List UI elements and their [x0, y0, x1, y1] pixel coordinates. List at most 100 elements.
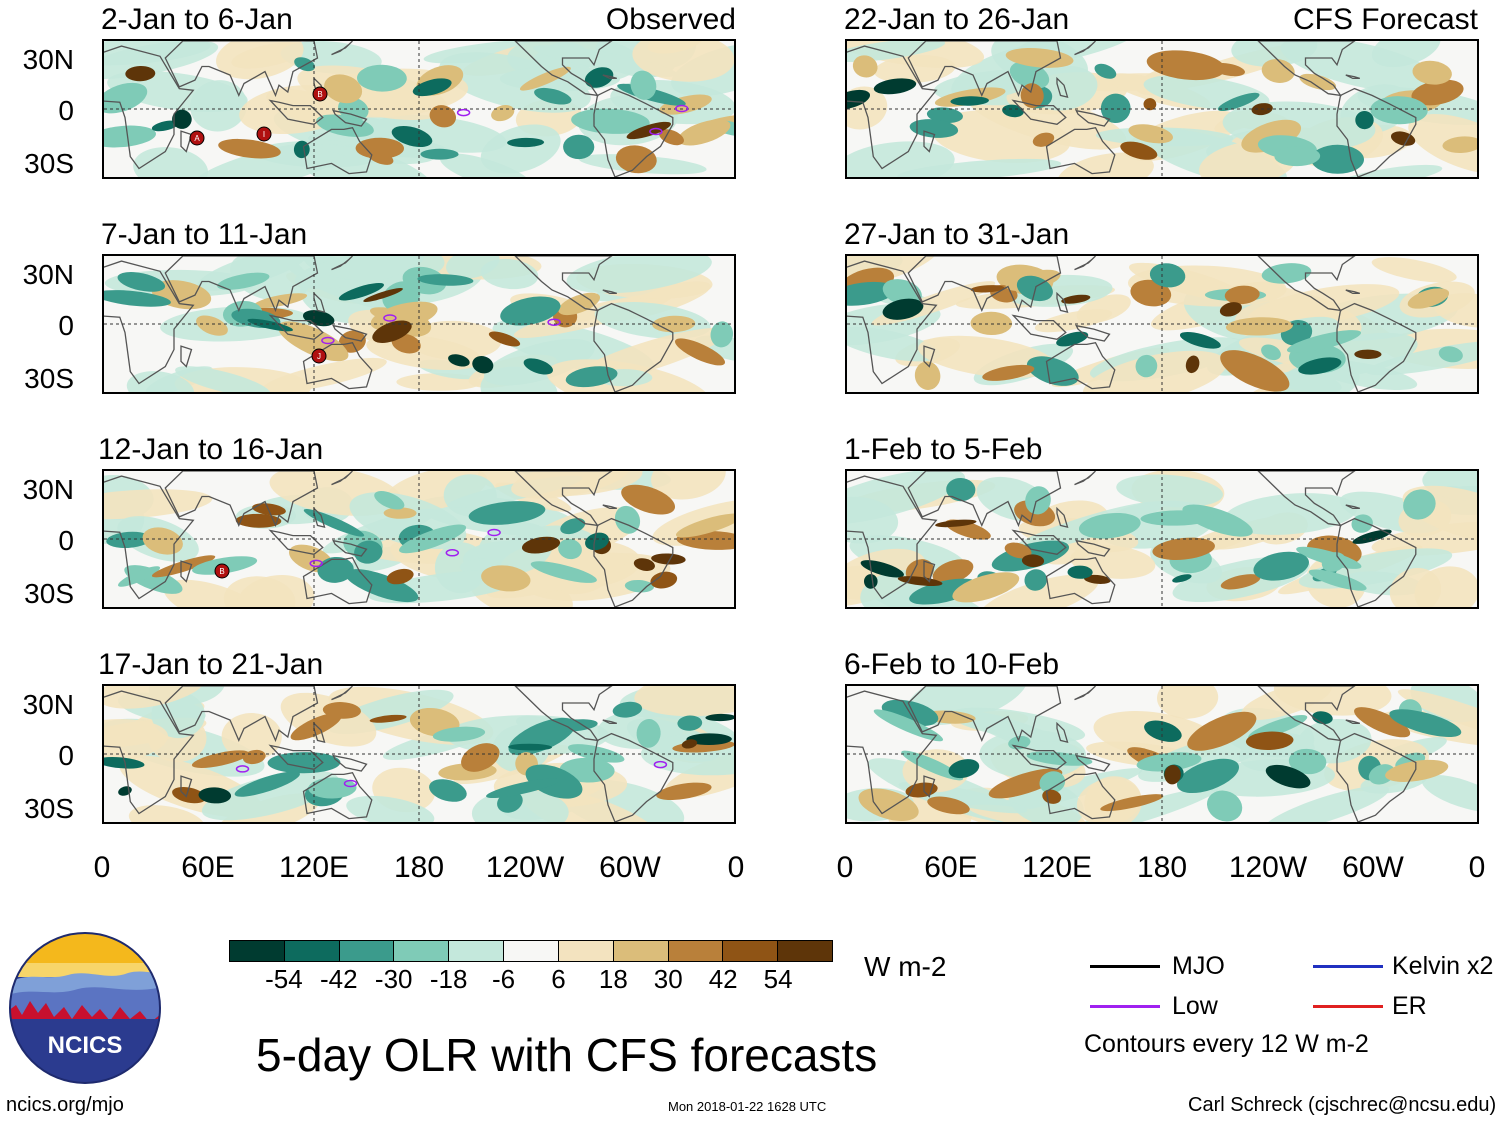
coastline	[593, 732, 674, 822]
olr-map-panel-7	[845, 469, 1479, 609]
coastline	[1074, 256, 1096, 271]
olr-map-panel-8	[845, 684, 1479, 824]
low-contour	[445, 549, 460, 557]
ncics-logo-text: NCICS	[48, 1032, 123, 1059]
coastline	[302, 341, 373, 390]
coastline	[1336, 87, 1417, 177]
olr-anomaly-field	[847, 256, 1477, 392]
lat-label-30n: 30N	[22, 259, 74, 290]
lon-label-120w: 120W	[485, 851, 565, 884]
olr-map-panel-4	[102, 684, 736, 824]
coastline	[1075, 109, 1111, 127]
olr-colorbar	[229, 940, 833, 962]
olr-anomaly-field	[847, 41, 1477, 177]
panel-title-2: 7-Jan to 11-Jan	[101, 218, 308, 251]
lon-label-60w: 60W	[1342, 851, 1404, 884]
coastline	[332, 109, 368, 127]
coastline	[923, 345, 936, 368]
coastline	[104, 260, 195, 385]
storm-marker-label: A	[194, 134, 200, 143]
coastline	[164, 686, 319, 743]
coastline	[104, 475, 195, 600]
low-contour	[674, 104, 689, 113]
coastline	[313, 506, 326, 528]
lat-label-30s: 30S	[24, 363, 74, 394]
coastline	[907, 471, 1062, 528]
olr-anomaly-field	[104, 686, 734, 822]
low-contour	[309, 559, 323, 568]
coastline	[1011, 314, 1067, 340]
lon-label-360: 0	[1468, 851, 1486, 884]
coastline	[180, 345, 193, 368]
coastline	[1074, 686, 1096, 701]
ncics-logo: NCICS	[9, 932, 161, 1084]
coastline	[907, 256, 1062, 313]
coastline	[907, 41, 1062, 98]
coastline	[104, 45, 195, 170]
lon-label-0: 0	[836, 851, 854, 884]
coastline	[847, 45, 938, 170]
coastline	[332, 754, 368, 772]
panel-title-7: 1-Feb to 5-Feb	[844, 433, 1043, 466]
coastline	[302, 771, 373, 820]
lon-label-120e: 120E	[1021, 851, 1093, 884]
panel-title-6: 27-Jan to 31-Jan	[844, 218, 1070, 251]
coastline	[1257, 256, 1356, 312]
coastline	[847, 690, 938, 815]
lat-label-eq: 0	[58, 525, 74, 556]
colorbar-tick-label: 6	[551, 964, 566, 994]
coastline	[331, 686, 353, 701]
legend-label-mjo: MJO	[1172, 952, 1225, 980]
colorbar-swatch	[777, 941, 832, 961]
coastline	[593, 87, 674, 177]
olr-anomaly-field: J	[104, 256, 734, 392]
low-contour	[321, 336, 335, 345]
coastline	[923, 560, 936, 583]
coastline	[1074, 41, 1096, 56]
storm-marker: B	[214, 563, 230, 579]
coastline	[1075, 539, 1111, 557]
lon-label-360: 0	[727, 851, 745, 884]
coastline	[1336, 732, 1417, 822]
coastline	[164, 41, 319, 98]
coastline	[313, 721, 326, 743]
coastline	[602, 74, 617, 80]
coastline	[514, 686, 613, 742]
coastline	[602, 719, 617, 725]
colorbar-tick-label: 54	[763, 964, 793, 994]
coastline	[302, 126, 373, 175]
colorbar-tick-label: -54	[265, 964, 303, 994]
coastline	[1056, 506, 1069, 528]
coastline	[1345, 74, 1360, 80]
coastline	[1075, 754, 1111, 772]
coastline	[1056, 721, 1069, 743]
legend-line-kelvin	[1313, 965, 1383, 968]
coastline	[514, 256, 613, 312]
figure-title: 5-day OLR with CFS forecasts	[256, 1029, 878, 1081]
low-contour	[235, 765, 250, 773]
coastline	[1075, 324, 1111, 342]
low-contour	[653, 760, 668, 769]
panel-title-4: 17-Jan to 21-Jan	[98, 648, 324, 681]
storm-marker: A	[189, 130, 205, 146]
low-contour	[487, 528, 501, 537]
coastline	[1257, 41, 1356, 97]
storm-marker: B	[312, 86, 328, 102]
coastline	[1336, 517, 1417, 607]
footer-url: ncics.org/mjo	[6, 1094, 124, 1116]
lon-label-180: 180	[393, 851, 445, 884]
coastline	[268, 99, 324, 125]
coastline	[602, 504, 617, 510]
colorbar-tick-label: -42	[320, 964, 358, 994]
colorbar-tick-label: -18	[429, 964, 468, 994]
coastline	[332, 324, 368, 342]
colorbar-swatch	[722, 941, 778, 961]
colorbar-swatch	[612, 941, 668, 961]
coastline	[1011, 744, 1067, 770]
low-contour	[547, 318, 561, 326]
panel-tag-cfs-forecast: CFS Forecast	[1292, 3, 1478, 36]
lat-label-30s: 30S	[24, 148, 74, 179]
coastline	[1257, 471, 1356, 527]
legend-contour-note: Contours every 12 W m-2	[1084, 1030, 1369, 1058]
coastline	[332, 539, 368, 557]
